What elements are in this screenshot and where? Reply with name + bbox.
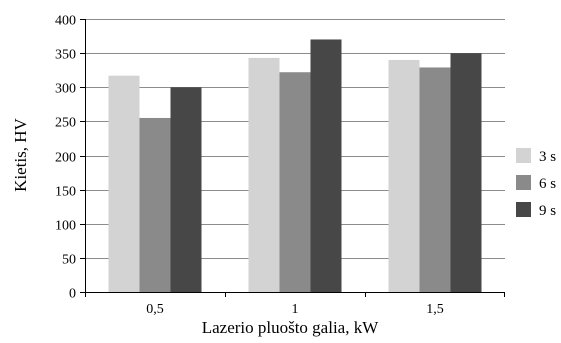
legend: 3 s 6 s 9 s	[516, 148, 556, 219]
x-tick-label: 1,5	[426, 302, 444, 317]
legend-swatch	[516, 148, 531, 163]
bar	[310, 39, 342, 292]
legend-swatch	[516, 175, 531, 190]
bar	[170, 87, 202, 292]
axes	[80, 19, 505, 297]
x-axis-title: Lazerio pluošto galia, kW	[202, 318, 380, 337]
bar	[248, 57, 280, 293]
bar	[139, 117, 171, 293]
y-tick-labels: 0 50 100 150 200 250 300 350 400	[55, 14, 76, 302]
bar	[419, 67, 451, 293]
y-tick-label: 250	[55, 116, 76, 131]
y-tick-label: 350	[55, 48, 76, 63]
bars	[108, 39, 482, 293]
bar	[279, 72, 311, 292]
x-tick-label: 1	[292, 302, 299, 317]
bar	[450, 53, 482, 292]
y-tick-label: 0	[69, 287, 76, 302]
legend-label: 9 s	[539, 203, 556, 219]
y-tick-label: 150	[55, 185, 76, 200]
legend-swatch	[516, 202, 531, 217]
x-tick-labels: 0,5 1 1,5	[146, 302, 444, 317]
y-axis-title: Kietis, HV	[11, 117, 30, 191]
x-tick-label: 0,5	[146, 302, 164, 317]
legend-label: 6 s	[539, 176, 556, 192]
y-tick-label: 400	[55, 14, 76, 29]
legend-label: 3 s	[539, 149, 556, 165]
y-tick-label: 100	[55, 219, 76, 234]
bar	[388, 59, 420, 293]
y-tick-label: 300	[55, 82, 76, 97]
y-tick-label: 200	[55, 151, 76, 166]
bar	[108, 75, 140, 293]
y-tick-label: 50	[62, 253, 76, 268]
